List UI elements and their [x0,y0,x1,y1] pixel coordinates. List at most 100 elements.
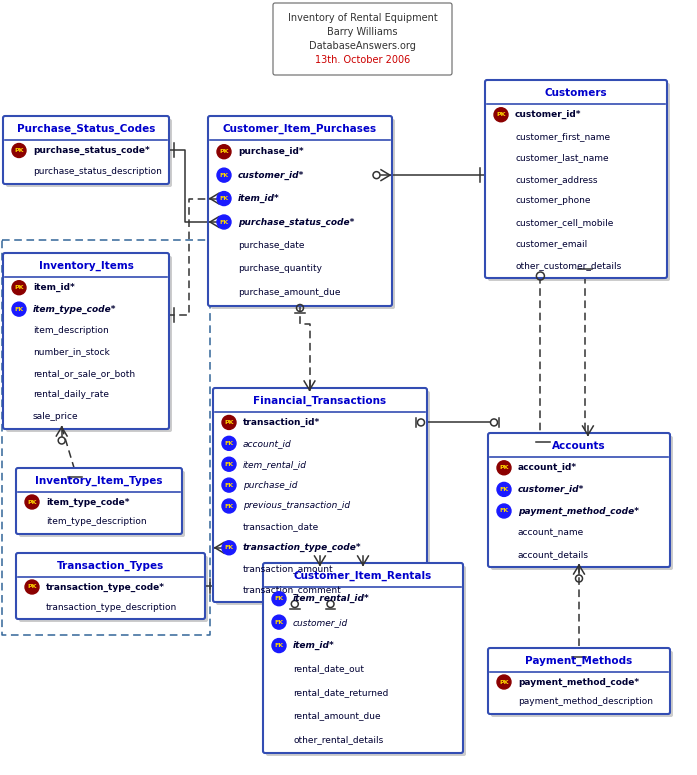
Text: purchase_id*: purchase_id* [238,147,304,157]
Text: Inventory of Rental Equipment: Inventory of Rental Equipment [288,13,438,23]
Text: Transaction_Types: Transaction_Types [57,561,164,571]
Circle shape [12,281,26,294]
Text: number_in_stock: number_in_stock [33,347,109,356]
FancyBboxPatch shape [16,468,182,534]
Circle shape [222,541,236,555]
FancyBboxPatch shape [266,566,466,756]
Text: account_name: account_name [518,528,584,537]
FancyBboxPatch shape [3,253,169,429]
Circle shape [497,482,511,497]
FancyBboxPatch shape [488,433,670,567]
Text: DatabaseAnswers.org: DatabaseAnswers.org [309,41,416,51]
Text: 13th. October 2006: 13th. October 2006 [315,55,410,65]
Text: FK: FK [500,487,509,492]
Text: Payment_Methods: Payment_Methods [526,656,633,666]
Text: Inventory_Items: Inventory_Items [38,261,133,271]
Circle shape [494,108,508,122]
Circle shape [497,461,511,475]
FancyBboxPatch shape [488,648,670,714]
Text: customer_id: customer_id [293,618,348,627]
Text: Inventory_Item_Types: Inventory_Item_Types [36,476,163,486]
Circle shape [272,592,286,606]
FancyBboxPatch shape [211,119,395,309]
Circle shape [12,143,26,157]
FancyBboxPatch shape [491,651,673,717]
Text: FK: FK [15,307,24,312]
Text: item_type_code*: item_type_code* [46,498,130,507]
Text: rental_date_out: rental_date_out [293,664,364,673]
FancyBboxPatch shape [216,391,430,605]
Text: FK: FK [224,483,233,487]
Text: FK: FK [224,462,233,467]
Text: Customer_Item_Rentals: Customer_Item_Rentals [294,571,432,581]
Circle shape [222,499,236,513]
Text: PK: PK [499,680,509,684]
Text: FK: FK [224,504,233,508]
Text: payment_method_code*: payment_method_code* [518,677,639,687]
Circle shape [497,504,511,518]
Circle shape [25,580,39,594]
Text: item_id*: item_id* [293,641,335,650]
Text: FK: FK [220,219,229,225]
Text: purchase_date: purchase_date [238,241,305,250]
Text: customer_email: customer_email [515,239,588,248]
Text: FK: FK [275,643,284,648]
FancyBboxPatch shape [488,83,670,281]
Text: PK: PK [224,420,233,425]
Text: customer_id*: customer_id* [518,485,584,494]
Circle shape [217,215,231,229]
Text: PK: PK [27,584,37,590]
Text: FK: FK [500,508,509,514]
Text: FK: FK [220,196,229,201]
Text: item_rental_id*: item_rental_id* [293,594,369,603]
Text: rental_date_returned: rental_date_returned [293,688,388,697]
FancyBboxPatch shape [16,553,205,619]
FancyBboxPatch shape [273,3,452,75]
Text: rental_daily_rate: rental_daily_rate [33,391,109,399]
FancyBboxPatch shape [6,119,172,187]
Text: FK: FK [275,620,284,625]
Text: FK: FK [275,596,284,601]
Text: PK: PK [27,500,37,505]
Text: Barry Williams: Barry Williams [328,27,398,37]
Text: sale_price: sale_price [33,412,79,421]
Text: purchase_quantity: purchase_quantity [238,264,322,274]
Text: account_details: account_details [518,549,589,559]
Text: purchase_amount_due: purchase_amount_due [238,288,341,297]
Text: Customers: Customers [544,88,607,98]
Text: PK: PK [499,465,509,470]
Text: PK: PK [14,285,24,290]
Text: customer_cell_mobile: customer_cell_mobile [515,218,613,227]
Text: PK: PK [496,112,506,117]
Text: other_rental_details: other_rental_details [293,735,383,744]
FancyBboxPatch shape [491,436,673,570]
Circle shape [217,168,231,182]
Text: transaction_amount: transaction_amount [243,564,334,573]
Text: transaction_comment: transaction_comment [243,585,342,594]
Text: PK: PK [220,150,229,154]
Circle shape [217,145,231,159]
Text: previous_transaction_id: previous_transaction_id [243,501,350,511]
Circle shape [12,302,26,316]
Text: Accounts: Accounts [552,441,606,451]
Text: FK: FK [224,546,233,550]
Text: customer_last_name: customer_last_name [515,153,608,162]
Text: customer_first_name: customer_first_name [515,132,610,141]
Text: item_id*: item_id* [238,194,279,203]
FancyBboxPatch shape [19,556,208,622]
Circle shape [222,415,236,429]
Text: account_id*: account_id* [518,463,577,473]
Text: item_id*: item_id* [33,283,75,292]
Circle shape [217,191,231,205]
Text: transaction_type_code*: transaction_type_code* [46,583,165,591]
Text: account_id: account_id [243,439,292,448]
Text: transaction_type_code*: transaction_type_code* [243,543,362,553]
Text: purchase_id: purchase_id [243,480,298,490]
Text: customer_address: customer_address [515,174,597,184]
Circle shape [222,436,236,450]
Circle shape [222,478,236,492]
Text: Financial_Transactions: Financial_Transactions [254,396,387,406]
FancyBboxPatch shape [6,256,172,432]
Text: transaction_type_description: transaction_type_description [46,602,177,611]
Circle shape [25,495,39,509]
